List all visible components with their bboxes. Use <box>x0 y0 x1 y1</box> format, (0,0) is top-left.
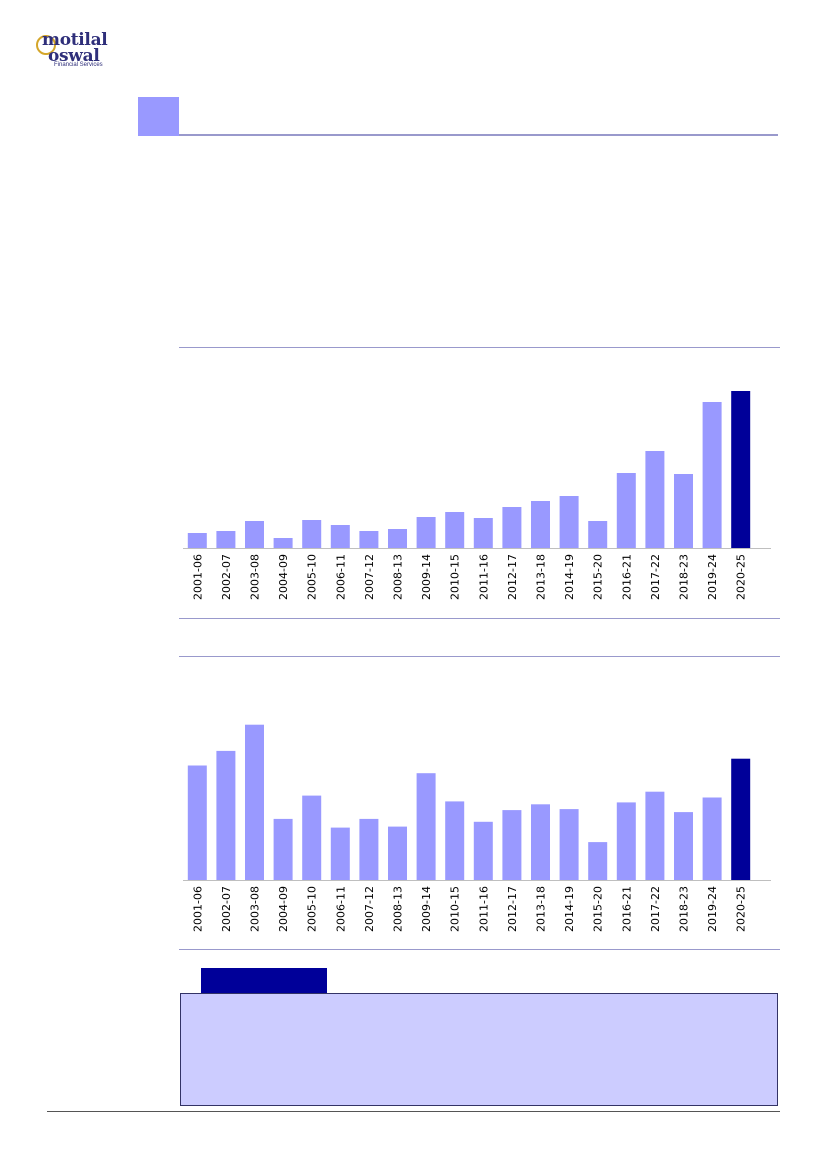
chart-2-tick-label: 2010-15 <box>449 886 462 932</box>
chart-1-bottom-rule <box>179 618 780 619</box>
chart-2-bar <box>531 804 550 880</box>
chart-2-bar <box>388 826 407 880</box>
chart-1-bar <box>187 533 207 548</box>
chart-1-svg: 2001-06 2002-07 2003-08 2004-09 2005-10 2006-… <box>183 391 771 600</box>
chart-2-bar <box>559 809 579 880</box>
logo-wordmark: motilal oswal <box>42 30 108 66</box>
chart-2-bar <box>359 818 379 880</box>
chart-1-bar <box>645 451 665 548</box>
chart-2-bottom-rule <box>179 949 780 950</box>
chart-1-tick-label: 2003-08 <box>249 554 262 600</box>
chart-2-bar <box>616 802 636 880</box>
chart-1-bar <box>330 525 350 548</box>
chart-1-tick-label: 2017-22 <box>649 554 662 600</box>
chart-2-bar <box>473 821 493 880</box>
chart-1-tick-label: 2015-20 <box>592 554 605 600</box>
chart-2-bar <box>216 750 236 880</box>
chart-1-tick-label: 2008-13 <box>392 554 405 600</box>
chart-2-bar <box>702 797 722 880</box>
chart-2-tick-label: 2019-24 <box>706 886 719 932</box>
chart-1-tick-label: 2010-15 <box>449 554 462 600</box>
chart-2-bar <box>330 827 350 880</box>
chart-1-bar <box>445 512 465 548</box>
chart-1-bar <box>388 529 407 548</box>
chart-1-bar <box>273 538 293 548</box>
chart-1-tick-label: 2014-19 <box>563 554 576 600</box>
chart-1-bar <box>559 496 579 548</box>
chart-1-tick-label: 2019-24 <box>706 554 719 600</box>
chart-2-tick-label: 2003-08 <box>249 886 262 932</box>
chart-1-top-rule <box>179 347 780 348</box>
chart-2-tick-label: 2006-11 <box>334 886 347 932</box>
chart-2-bar <box>302 795 322 880</box>
brand-logo: motilal oswal Financial Services <box>36 30 116 74</box>
chart-2: 2001-06 2002-07 2003-08 2004-09 2005-10 2006-… <box>179 657 780 949</box>
chart-2-bar <box>645 791 665 880</box>
chart-2-tick-label: 2002-07 <box>220 886 233 932</box>
logo-line-2: oswal <box>48 46 100 66</box>
chart-1-tick-label: 2011-16 <box>477 554 490 600</box>
chart-2-tick-label: 2009-14 <box>420 886 433 932</box>
box-header-tab <box>201 968 327 994</box>
chart-1-tick-label: 2007-12 <box>363 554 376 600</box>
chart-1-bar <box>416 517 436 548</box>
chart-2-bar <box>245 724 264 880</box>
chart-2-tick-label: 2001-06 <box>191 886 204 932</box>
chart-2-tick-label: 2014-19 <box>563 886 576 932</box>
logo-ring-icon <box>36 35 56 55</box>
logo-tagline: Financial Services <box>54 62 103 68</box>
chart-1-bar <box>674 474 693 548</box>
chart-2-tick-label: 2012-17 <box>506 886 519 932</box>
chart-2-tick-label: 2018-23 <box>678 886 691 932</box>
chart-1-bar <box>588 521 608 548</box>
chart-1-tick-label: 2020-25 <box>735 554 748 600</box>
chart-2-bar <box>416 773 436 880</box>
chart-1-bar <box>359 531 379 548</box>
chart-2-tick-label: 2007-12 <box>363 886 376 932</box>
chart-2-bar <box>187 765 207 880</box>
chart-1-tick-label: 2013-18 <box>535 554 548 600</box>
logo-line-1: motilal <box>42 30 108 50</box>
chart-1-tick-label: 2001-06 <box>191 554 204 600</box>
chart-2-bar <box>502 810 522 880</box>
highlight-box <box>180 993 778 1106</box>
chart-2-tick-label: 2020-25 <box>735 886 748 932</box>
chart-2-svg: 2001-06 2002-07 2003-08 2004-09 2005-10 2006-… <box>183 724 771 932</box>
chart-1-bar <box>531 501 550 548</box>
chart-2-tick-label: 2016-21 <box>620 886 633 932</box>
chart-1-tick-label: 2012-17 <box>506 554 519 600</box>
chart-2-tick-label: 2008-13 <box>392 886 405 932</box>
chart-1-tick-label: 2002-07 <box>220 554 233 600</box>
chart-1-bar <box>731 391 751 548</box>
chart-1-bar <box>473 518 493 548</box>
chart-1-bar <box>702 402 722 548</box>
chart-1: 2001-06 2002-07 2003-08 2004-09 2005-10 2006-… <box>179 348 780 618</box>
chart-1-tick-label: 2005-10 <box>306 554 319 600</box>
chart-2-bar <box>674 812 693 880</box>
chart-1-bar <box>616 473 636 548</box>
chart-2-tick-label: 2015-20 <box>592 886 605 932</box>
chart-1-tick-label: 2006-11 <box>334 554 347 600</box>
chart-1-bar <box>245 521 264 548</box>
chart-2-bar <box>273 818 293 880</box>
chart-2-tick-label: 2013-18 <box>535 886 548 932</box>
chart-2-top-rule <box>179 656 780 657</box>
section-marker <box>138 97 179 136</box>
chart-2-tick-label: 2011-16 <box>477 886 490 932</box>
section-header-rule <box>179 134 778 136</box>
chart-1-bar <box>302 520 322 548</box>
chart-1-bar <box>216 531 236 548</box>
chart-1-tick-label: 2016-21 <box>620 554 633 600</box>
chart-2-tick-label: 2005-10 <box>306 886 319 932</box>
footer-rule <box>47 1111 780 1112</box>
chart-1-tick-label: 2004-09 <box>277 554 290 600</box>
chart-1-bar <box>502 507 522 548</box>
chart-1-tick-label: 2009-14 <box>420 554 433 600</box>
chart-2-tick-label: 2004-09 <box>277 886 290 932</box>
chart-2-bar <box>731 758 751 880</box>
chart-2-tick-label: 2017-22 <box>649 886 662 932</box>
chart-1-tick-label: 2018-23 <box>678 554 691 600</box>
chart-2-bar <box>445 801 465 880</box>
chart-2-bar <box>588 842 608 880</box>
